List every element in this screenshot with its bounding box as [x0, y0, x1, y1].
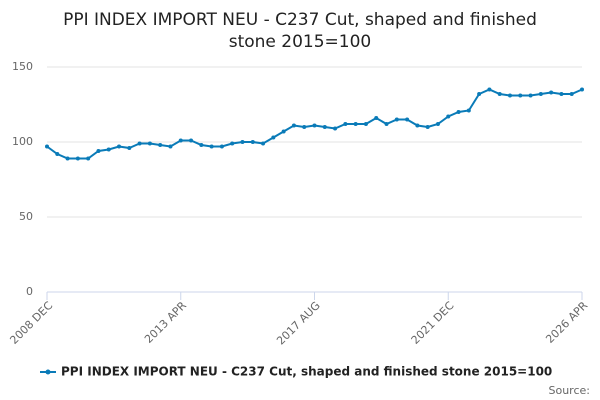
marker	[189, 138, 194, 143]
marker	[147, 141, 152, 146]
y-tick-label: 150	[12, 60, 33, 73]
marker	[65, 156, 70, 161]
marker	[45, 144, 49, 149]
marker	[291, 123, 296, 128]
marker	[219, 144, 224, 149]
marker	[466, 108, 471, 113]
marker	[343, 122, 348, 126]
marker	[415, 123, 420, 128]
marker	[580, 87, 584, 92]
marker	[271, 135, 276, 140]
marker	[435, 122, 440, 126]
source: Source:	[549, 384, 591, 397]
marker	[106, 147, 111, 152]
marker	[477, 92, 482, 96]
marker	[559, 92, 564, 96]
marker	[178, 138, 183, 143]
marker	[394, 117, 399, 122]
marker	[96, 149, 101, 153]
marker	[487, 87, 492, 92]
marker	[333, 126, 338, 131]
x-tick-label: 2021 DEC	[409, 299, 457, 347]
marker	[518, 93, 523, 98]
marker	[158, 143, 163, 147]
marker	[538, 92, 543, 96]
x-tick-label: 2008 DEC	[7, 299, 55, 347]
marker	[168, 144, 173, 149]
marker	[384, 122, 389, 126]
marker	[549, 90, 554, 95]
marker	[446, 114, 451, 119]
marker	[250, 140, 255, 144]
marker	[199, 143, 204, 147]
marker	[374, 116, 379, 120]
marker	[117, 144, 122, 149]
marker	[302, 125, 307, 129]
marker	[312, 123, 317, 128]
y-tick-label: 100	[12, 135, 33, 148]
x-tick-label: 2017 AUG	[274, 299, 323, 348]
marker	[209, 144, 214, 149]
marker	[425, 125, 430, 129]
marker	[55, 152, 60, 156]
marker	[507, 93, 512, 98]
y-tick-label: 0	[26, 285, 33, 298]
legend-label: PPI INDEX IMPORT NEU - C237 Cut, shaped …	[61, 365, 552, 379]
marker	[75, 156, 80, 161]
marker	[261, 141, 266, 146]
marker	[127, 146, 132, 150]
marker	[569, 92, 574, 96]
marker	[363, 122, 368, 126]
marker	[322, 125, 327, 129]
marker	[353, 122, 358, 126]
marker	[137, 141, 142, 146]
marker	[405, 117, 410, 122]
x-tick-label: 2026 APR	[543, 299, 590, 346]
chart-title: PPI INDEX IMPORT NEU - C237 Cut, shaped …	[63, 10, 537, 52]
marker	[281, 129, 286, 134]
marker	[497, 92, 502, 96]
marker	[456, 110, 461, 114]
x-tick-label: 2013 APR	[142, 299, 189, 346]
marker	[230, 141, 235, 146]
marker	[240, 140, 245, 144]
marker	[528, 93, 533, 98]
y-tick-label: 50	[19, 210, 33, 223]
legend-marker	[45, 369, 51, 375]
marker	[86, 156, 91, 161]
